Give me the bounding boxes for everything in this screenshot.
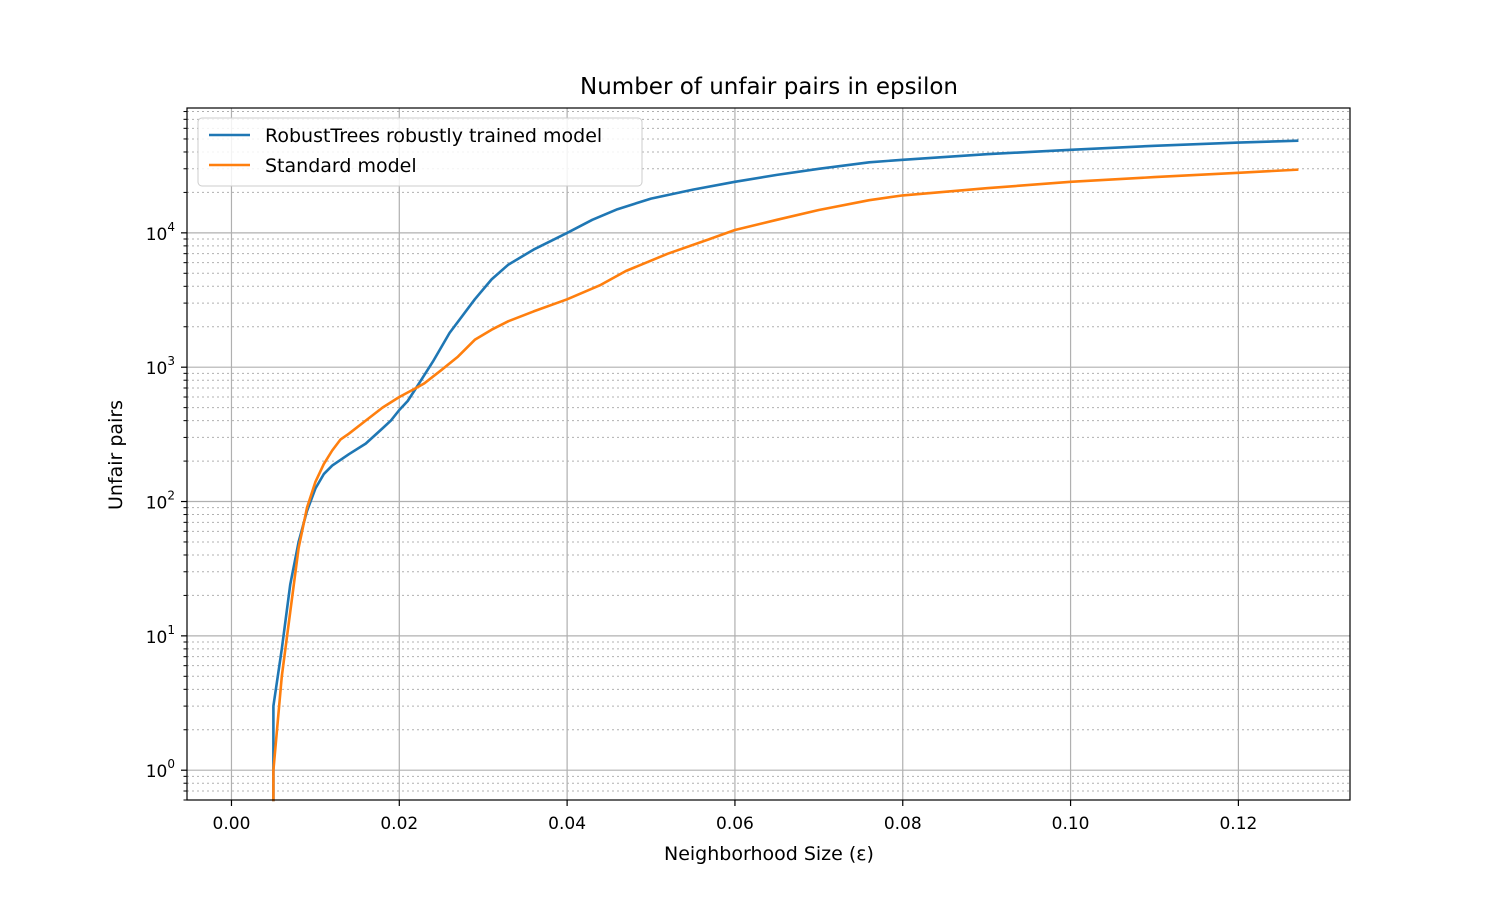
x-tick-label: 0.02	[380, 814, 418, 834]
y-axis-label: Unfair pairs	[105, 400, 127, 510]
chart-title: Number of unfair pairs in epsilon	[580, 74, 958, 100]
y-tick-label: 102	[146, 489, 175, 514]
legend-label-standard: Standard model	[265, 155, 417, 177]
legend-label-robusttrees: RobustTrees robustly trained model	[265, 125, 602, 147]
x-tick-label: 0.12	[1219, 814, 1257, 834]
axis-ticks: 0.00 0.02 0.04 0.06 0.08 0.10 0.12 100 101 102 103…	[146, 111, 1257, 834]
plot-frame	[186, 107, 1351, 801]
y-tick-label: 104	[146, 220, 175, 245]
x-tick-label: 0.00	[213, 814, 251, 834]
x-tick-label: 0.08	[884, 814, 922, 834]
x-tick-label: 0.06	[716, 814, 754, 834]
y-tick-label: 101	[146, 623, 175, 648]
legend: RobustTrees robustly trained model Stand…	[197, 117, 643, 187]
y-tick-label: 100	[146, 757, 175, 782]
x-axis-label: Neighborhood Size (ε)	[664, 843, 874, 865]
series-line-robusttrees	[272, 139, 1299, 802]
legend-box	[197, 117, 643, 187]
series-lines	[272, 139, 1299, 802]
grid	[187, 108, 1350, 801]
series-line-standard	[272, 168, 1299, 802]
x-tick-label: 0.10	[1052, 814, 1090, 834]
x-tick-label: 0.04	[548, 814, 586, 834]
y-tick-label: 103	[146, 354, 175, 379]
